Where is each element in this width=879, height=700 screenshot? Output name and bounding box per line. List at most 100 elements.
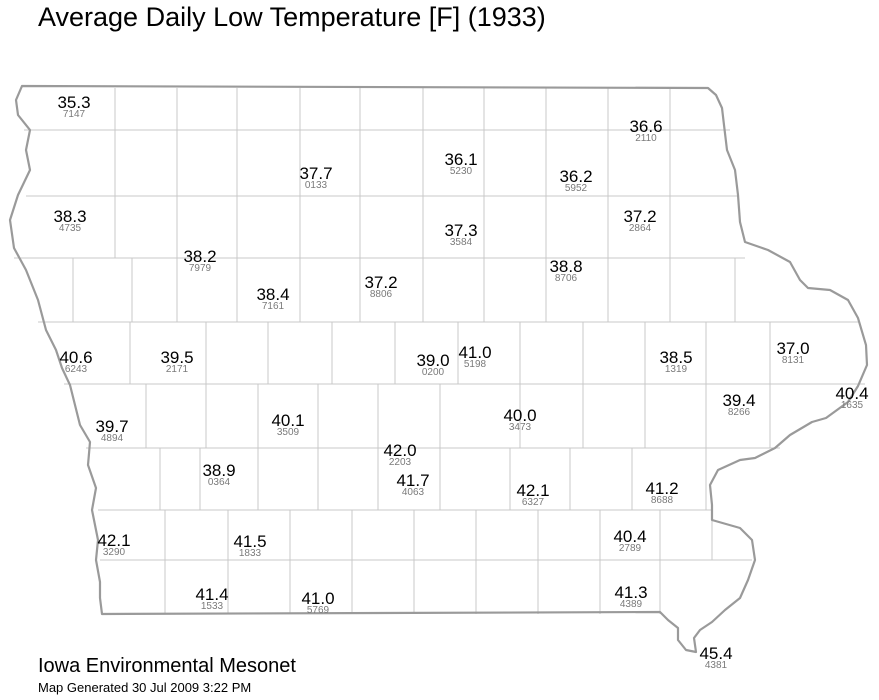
station-id: 5769	[306, 605, 330, 616]
station-value: 42.1	[516, 481, 550, 500]
station-value: 38.2	[183, 247, 217, 266]
station-id: 0133	[304, 180, 328, 191]
station-id: 6243	[64, 364, 88, 375]
station-id: 0364	[207, 477, 231, 488]
station-id: 2789	[618, 543, 642, 554]
station-id: 1833	[238, 548, 262, 559]
station-label: 41.7 4063	[396, 472, 429, 498]
credit-organization: Iowa Environmental Mesonet	[38, 655, 296, 677]
station-id: 2110	[635, 133, 657, 144]
station-value: 39.4	[722, 391, 756, 410]
station-id: 0200	[421, 367, 445, 378]
station-id: 1635	[840, 400, 864, 411]
station-label: 38.3 4735	[53, 208, 86, 234]
station-id: 7161	[261, 301, 285, 312]
station-label: 39.5 2171	[160, 349, 193, 375]
station-value: 37.7	[299, 164, 333, 183]
station-value: 45.4	[699, 644, 733, 663]
station-value: 40.4	[835, 384, 869, 403]
credit-generated-date: Map Generated 30 Jul 2009 3:22 PM	[38, 680, 252, 695]
station-value: 40.0	[503, 406, 537, 425]
station-value: 37.2	[364, 273, 398, 292]
station-value: 39.7	[95, 417, 129, 436]
station-label: 40.6 6243	[59, 349, 92, 375]
station-label: 37.3 3584	[444, 222, 477, 248]
station-value: 36.1	[444, 150, 478, 169]
station-value: 40.6	[59, 348, 93, 367]
state-outline	[8, 84, 869, 654]
station-label: 36.1 5230	[444, 151, 477, 177]
station-label: 39.4 8266	[722, 392, 755, 418]
station-id: 2864	[628, 223, 652, 234]
station-label: 38.9 0364	[202, 462, 235, 488]
station-value: 40.4	[613, 527, 647, 546]
station-id: 6327	[521, 497, 545, 508]
station-value: 41.0	[458, 343, 492, 362]
station-value: 39.5	[160, 348, 194, 367]
station-id: 4735	[58, 223, 82, 234]
station-label: 42.0 2203	[383, 442, 416, 468]
station-id: 3509	[276, 427, 300, 438]
station-id: 7147	[62, 109, 86, 120]
station-label: 41.0 5769	[301, 590, 334, 616]
station-label: 35.3 7147	[57, 94, 90, 120]
station-label: 38.5 1319	[659, 349, 692, 375]
station-label: 37.7 0133	[299, 165, 332, 191]
station-value: 37.0	[776, 339, 810, 358]
station-value: 42.1	[97, 531, 131, 550]
station-id: 7979	[188, 263, 212, 274]
station-label: 41.2 8688	[645, 480, 678, 506]
station-label: 40.1 3509	[271, 412, 304, 438]
county-lines	[14, 88, 865, 614]
station-value: 41.7	[396, 471, 430, 490]
station-id: 4389	[619, 599, 643, 610]
station-label: 41.4 1533	[195, 586, 228, 612]
station-value: 40.1	[271, 411, 305, 430]
station-id: 4894	[100, 433, 124, 444]
station-id: 1319	[664, 364, 688, 375]
station-id: 5952	[564, 183, 588, 194]
station-value: 42.0	[383, 441, 417, 460]
station-value: 38.9	[202, 461, 236, 480]
station-value: 38.5	[659, 348, 693, 367]
station-label: 36.6 2110	[629, 118, 662, 144]
station-id: 8706	[554, 273, 578, 284]
station-id: 3584	[449, 237, 473, 248]
station-id: 2171	[165, 364, 189, 375]
station-id: 8806	[369, 289, 393, 300]
station-id: 8266	[727, 407, 751, 418]
station-value: 36.6	[629, 117, 663, 136]
station-value: 38.8	[549, 257, 583, 276]
station-value: 37.3	[444, 221, 478, 240]
station-label: 41.5 1833	[233, 533, 266, 559]
station-value: 39.0	[416, 351, 450, 370]
station-id: 4381	[704, 660, 728, 671]
station-value: 41.2	[645, 479, 679, 498]
station-label: 40.4 2789	[613, 528, 646, 554]
station-value: 38.4	[256, 285, 290, 304]
station-label: 45.4 4381	[699, 645, 732, 671]
station-label: 38.4 7161	[256, 286, 289, 312]
station-label: 40.4 1635	[835, 385, 868, 411]
station-id: 4063	[401, 487, 425, 498]
station-label: 38.8 8706	[549, 258, 582, 284]
station-label: 40.0 3473	[503, 407, 536, 433]
station-value: 37.2	[623, 207, 657, 226]
map-title: Average Daily Low Temperature [F] (1933)	[38, 2, 546, 32]
station-label: 37.2 2864	[623, 208, 656, 234]
station-id: 8131	[781, 355, 805, 366]
station-value: 41.3	[614, 583, 648, 602]
station-label: 39.7 4894	[95, 418, 128, 444]
station-id: 1533	[200, 601, 224, 612]
station-id: 2203	[388, 457, 412, 468]
station-id: 8688	[650, 495, 674, 506]
station-id: 5198	[463, 359, 487, 370]
station-value: 35.3	[57, 93, 91, 112]
station-id: 3290	[102, 547, 126, 558]
station-label: 38.2 7979	[183, 248, 216, 274]
station-label: 39.0 0200	[416, 352, 449, 378]
station-id: 5230	[449, 166, 473, 177]
station-label: 37.2 8806	[364, 274, 397, 300]
station-label: 42.1 6327	[516, 482, 549, 508]
